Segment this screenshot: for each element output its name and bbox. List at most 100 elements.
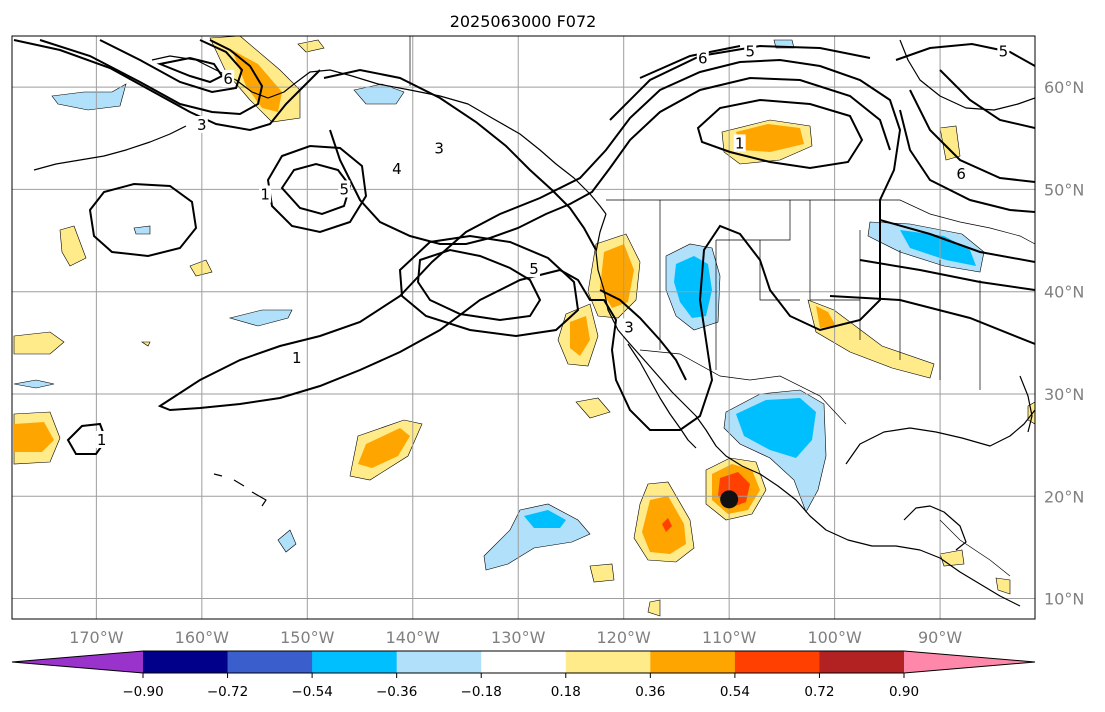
longitude-tick-label: 170°W bbox=[69, 628, 124, 647]
contour-label: 5 bbox=[339, 180, 349, 198]
contour-label: 3 bbox=[434, 140, 444, 158]
latitude-axis: 60°N 50°N 40°N 30°N 20°N 10°N bbox=[1044, 78, 1084, 608]
positive-anomaly bbox=[939, 125, 961, 161]
positive-anomaly bbox=[189, 259, 213, 277]
colorbar-segment bbox=[565, 651, 651, 673]
colorbar-segment bbox=[481, 651, 567, 673]
contour-label-background bbox=[390, 159, 403, 177]
colorbar-tick-label: 0.54 bbox=[720, 684, 750, 700]
contour-label-background bbox=[955, 165, 968, 183]
contour-labels: 1 1 1 1 3 3 3 4 5 5 5 6 6 6 5 bbox=[95, 42, 1010, 449]
negative-anomaly bbox=[277, 529, 297, 553]
contour-3 bbox=[599, 289, 687, 381]
contour-1 bbox=[88, 182, 198, 258]
contour-label: 1 bbox=[735, 134, 745, 152]
latitude-tick-label: 30°N bbox=[1044, 385, 1084, 404]
contour-label-background bbox=[997, 42, 1010, 60]
contour-label-background bbox=[433, 139, 446, 157]
negative-anomaly bbox=[900, 230, 976, 266]
positive-anomaly bbox=[575, 397, 611, 419]
contour-3 bbox=[879, 219, 1035, 263]
negative-anomaly bbox=[133, 225, 151, 235]
map-panel[interactable]: 1 1 1 1 3 3 3 4 5 5 5 6 6 6 5 bbox=[11, 35, 1036, 620]
contour-label-background bbox=[290, 349, 303, 367]
contour-5 bbox=[99, 39, 244, 94]
colorbar-tick-label: 0.90 bbox=[889, 684, 919, 700]
positive-anomaly bbox=[736, 124, 804, 152]
contour-label-background bbox=[195, 115, 208, 133]
contour-6 bbox=[899, 109, 1035, 213]
hawaii-islands bbox=[213, 473, 267, 507]
longitude-tick-label: 130°W bbox=[491, 628, 546, 647]
state-line bbox=[659, 200, 981, 390]
contour-label-background bbox=[696, 49, 709, 67]
positive-anomaly bbox=[14, 422, 54, 452]
colorbar-min-extension bbox=[12, 651, 143, 673]
longitude-tick-label: 100°W bbox=[807, 628, 862, 647]
baja-california bbox=[627, 343, 697, 449]
colorbar-tick-label: 0.36 bbox=[635, 684, 665, 700]
positive-anomaly bbox=[570, 316, 590, 356]
contour-3 bbox=[13, 39, 321, 132]
contour-5 bbox=[609, 44, 871, 121]
negative-anomaly bbox=[353, 83, 405, 105]
contour-label-background bbox=[259, 185, 272, 203]
canada-us-border bbox=[606, 199, 1035, 245]
positive-anomaly bbox=[589, 563, 615, 583]
storm-center-marker[interactable] bbox=[720, 490, 739, 509]
positive-anomaly bbox=[358, 428, 410, 468]
colorbar-max-extension bbox=[904, 651, 1035, 673]
contour-label-background bbox=[744, 42, 757, 60]
contour-label: 1 bbox=[260, 186, 270, 204]
colorbar-tick-label: −0.54 bbox=[291, 684, 332, 700]
contour-label-background bbox=[95, 431, 108, 449]
map-frame bbox=[11, 35, 1036, 620]
contour-label: 5 bbox=[529, 260, 539, 278]
colorbar-tick-label: 0.72 bbox=[804, 684, 834, 700]
yucatan-coast bbox=[903, 505, 967, 551]
contour-1 bbox=[829, 295, 1035, 345]
contour-label: 1 bbox=[97, 431, 107, 449]
positive-anomaly bbox=[232, 50, 282, 112]
contour-2 bbox=[859, 259, 1035, 291]
positive-anomaly bbox=[13, 331, 65, 355]
contour-label-background bbox=[222, 69, 235, 87]
colorbar-tick-label: −0.36 bbox=[376, 684, 417, 700]
contour-4 bbox=[939, 69, 1035, 129]
colorbar-segment bbox=[819, 651, 905, 673]
contour-label-background bbox=[338, 180, 351, 198]
colorbar-tick-label: 0.18 bbox=[551, 684, 581, 700]
contour-label: 1 bbox=[292, 349, 302, 367]
contour-4 bbox=[398, 234, 580, 338]
contour-4 bbox=[39, 39, 264, 116]
colorbar-tick-label: −0.72 bbox=[207, 684, 248, 700]
latitude-tick-label: 40°N bbox=[1044, 283, 1084, 302]
hudson-coast bbox=[899, 39, 1035, 111]
colorbar-segment bbox=[227, 651, 313, 673]
negative-anomaly bbox=[13, 379, 55, 389]
contour-label-background bbox=[528, 260, 541, 278]
contour-label: 3 bbox=[197, 116, 207, 134]
negative-anomaly bbox=[524, 510, 566, 528]
florida-coast bbox=[1019, 375, 1033, 433]
figure-title: 2025063000 F072 bbox=[450, 12, 597, 31]
contour-3 bbox=[329, 76, 891, 245]
contour-1 bbox=[696, 98, 864, 170]
negative-anomaly bbox=[51, 83, 127, 111]
positive-anomaly bbox=[647, 599, 661, 617]
colorbar-segment bbox=[143, 651, 229, 673]
longitude-tick-label: 160°W bbox=[175, 628, 230, 647]
us-mexico-border bbox=[639, 349, 847, 425]
aleutian-islands bbox=[33, 125, 187, 171]
negative-anomaly bbox=[736, 398, 816, 458]
longitude-axis: 170°W 160°W 150°W 140°W 130°W 120°W 110°W 100°W… bbox=[69, 628, 962, 647]
shaded-field bbox=[13, 36, 1035, 617]
contour-6 bbox=[156, 56, 224, 84]
colorbar-segment bbox=[734, 651, 820, 673]
gulf-coast bbox=[845, 409, 1035, 465]
contour-5 bbox=[416, 248, 542, 322]
positive-anomaly bbox=[995, 577, 1011, 595]
colorbar-tick-label: −0.18 bbox=[461, 684, 502, 700]
positive-anomaly bbox=[297, 39, 325, 53]
